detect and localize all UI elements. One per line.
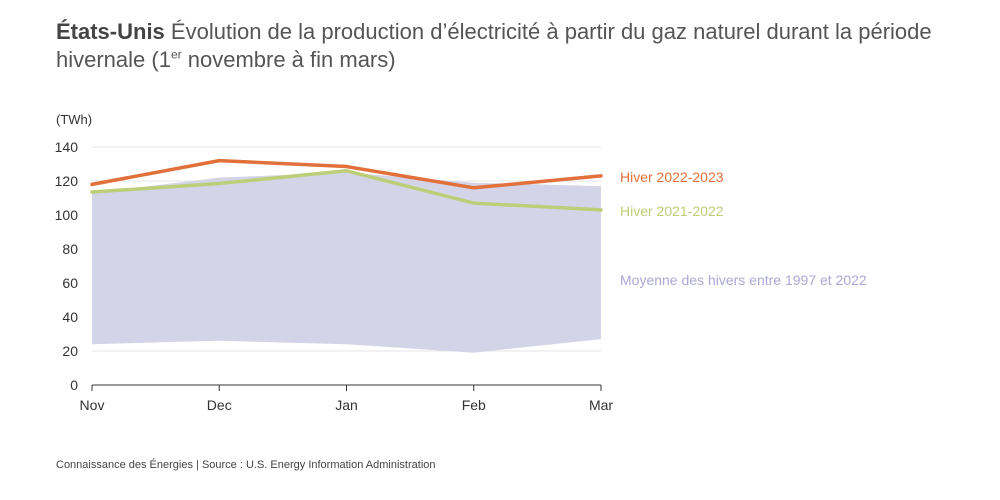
y-tick-label: 80 bbox=[62, 241, 78, 257]
y-tick-label: 40 bbox=[62, 309, 78, 325]
average-band bbox=[92, 172, 601, 353]
legend-label: Hiver 2021-2022 bbox=[620, 203, 724, 219]
x-tick-label: Feb bbox=[462, 397, 486, 413]
y-tick-label: 120 bbox=[55, 173, 79, 189]
x-tick-label: Jan bbox=[335, 397, 358, 413]
title-text: Évolution de la production d’électricité… bbox=[56, 19, 932, 72]
legend-label-band: Moyenne des hivers entre 1997 et 2022 bbox=[620, 272, 867, 288]
series-line bbox=[90, 158, 603, 190]
y-axis-unit: (TWh) bbox=[56, 112, 93, 127]
title-country: États-Unis bbox=[56, 19, 165, 44]
chart-svg: 0 20 40 60 80 100 120 140 Nov Dec Jan Feb Mar Hiver 2… bbox=[55, 139, 867, 413]
y-tick-label: 100 bbox=[55, 207, 79, 223]
y-tick-label: 20 bbox=[62, 343, 78, 359]
x-tick-label: Mar bbox=[589, 397, 613, 413]
title-superscript: er bbox=[170, 47, 182, 62]
chart-title: États-Unis Évolution de la production d’… bbox=[56, 18, 956, 74]
y-tick-label: 60 bbox=[62, 275, 78, 291]
y-tick-label: 140 bbox=[55, 139, 79, 155]
source-footer: Connaissance des Énergies | Source : U.S… bbox=[56, 459, 436, 471]
x-tick-label: Dec bbox=[207, 397, 232, 413]
title-text-end: novembre à fin mars) bbox=[181, 47, 396, 72]
y-tick-label: 0 bbox=[70, 377, 78, 393]
series-line bbox=[90, 169, 603, 212]
x-tick-label: Nov bbox=[80, 397, 105, 413]
legend-label: Hiver 2022-2023 bbox=[620, 169, 724, 185]
